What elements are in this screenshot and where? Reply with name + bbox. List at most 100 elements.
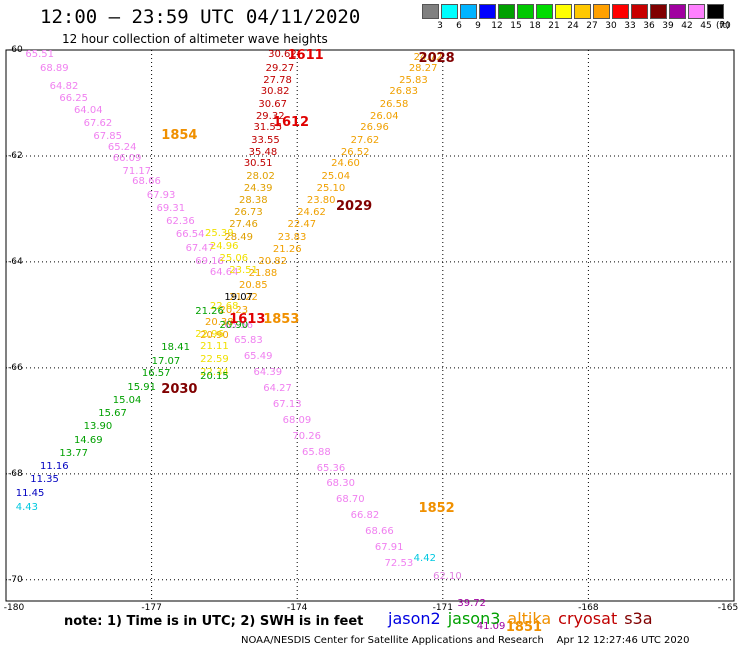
page-title: 12:00 – 23:59 UTC 04/11/2020: [40, 6, 361, 28]
wave-height-value: 22.47: [287, 219, 317, 231]
colorbar-swatch: [479, 4, 496, 19]
wave-height-value: 28.49: [224, 231, 254, 243]
wave-height-value: 4.42: [413, 552, 436, 564]
wave-height-value: 15.91: [127, 382, 156, 394]
wave-height-value: 66.82: [350, 510, 380, 522]
wave-height-value: 67.62: [83, 118, 113, 130]
wave-height-value: 16.57: [141, 368, 171, 380]
wave-height-value: 20.38: [204, 316, 234, 328]
wave-height-value: 27.78: [263, 74, 292, 86]
colorbar-swatch: [422, 4, 439, 19]
colorbar-swatch: [536, 4, 553, 19]
wave-height-value: 22.68: [209, 300, 239, 312]
colorbar-swatch: [574, 4, 591, 19]
wave-height-value: 68.89: [39, 62, 69, 74]
wave-height-value: 39.72: [457, 597, 486, 609]
wave-height-value: 64.27: [263, 383, 292, 395]
latitude-label: -66: [8, 362, 23, 373]
latitude-label: -64: [8, 256, 23, 267]
colorbar-tick-label: 18: [529, 21, 541, 31]
wave-height-value: 68.30: [326, 478, 355, 490]
colorbar-swatch: [517, 4, 534, 19]
wave-height-value: 22.34: [200, 367, 229, 379]
wave-height-value: 68.66: [132, 176, 161, 188]
pass-time-label: 1853: [263, 311, 300, 327]
colorbar-tick-label: 3: [437, 21, 443, 31]
wave-height-value: 19.07: [224, 291, 254, 303]
wave-height-value: 25.04: [321, 170, 351, 182]
wave-height-value: 20.23: [219, 304, 249, 316]
wave-height-value: 30.82: [260, 86, 290, 98]
wave-height-value: 64.82: [49, 81, 79, 93]
wave-height-value: 26.58: [379, 98, 409, 110]
wave-height-value: 29.32: [255, 110, 285, 122]
pass-time-label: 1851: [505, 620, 543, 636]
pass-time-label: 1611: [287, 48, 324, 64]
wave-height-value: 67.93: [146, 189, 176, 201]
colorbar-tick-label: 9: [475, 21, 481, 31]
latitude-label: -70: [8, 574, 23, 585]
wave-height-value: 64.39: [253, 367, 283, 379]
colorbar-swatch: [612, 4, 629, 19]
colorbar-swatch: [688, 4, 705, 19]
wave-height-value: 4.43: [15, 502, 38, 514]
wave-height-value: 24.62: [297, 207, 326, 219]
colorbar-swatch: [498, 4, 515, 19]
wave-height-value: 71.17: [122, 165, 152, 177]
wave-height-value: 65.56: [224, 319, 254, 331]
wave-height-value: 64.64: [209, 266, 239, 278]
colorbar-swatch: [631, 4, 648, 19]
longitude-label: -180: [3, 603, 25, 613]
legend-jason3: jason3: [447, 609, 501, 628]
wave-height-value: 11.35: [30, 474, 59, 486]
wave-height-value: 14.69: [73, 434, 103, 446]
longitude-label: -165: [717, 603, 739, 613]
wave-height-value: 25.39: [204, 227, 234, 239]
wave-height-value: 41.09: [476, 621, 506, 633]
colorbar-tick-label: 36: [643, 21, 655, 31]
longitude-label: -174: [286, 603, 308, 613]
wave-height-value: 18.41: [161, 342, 190, 354]
wave-height-value: 15.04: [112, 394, 142, 406]
wave-height-value: 66.54: [175, 229, 205, 241]
wave-height-value: 68.66: [365, 526, 394, 538]
colorbar-tick-label: 45: [700, 21, 712, 31]
legend-jason2: jason2: [388, 609, 441, 628]
longitude-label: -168: [578, 603, 599, 613]
colorbar-tick-label: 33: [624, 21, 636, 31]
wave-height-value: 25.06: [219, 253, 249, 265]
colorbar-swatch: [441, 4, 458, 19]
colorbar-tick-label: 70: [719, 21, 731, 31]
wave-height-value: 69.16: [195, 255, 224, 267]
wave-height-value: 68.70: [336, 494, 365, 506]
wave-height-value: 15.67: [98, 407, 127, 419]
wave-height-value: 17.07: [151, 355, 181, 367]
wave-height-value: 67.85: [93, 131, 122, 143]
satellite-legend: jason2 jason3 altika cryosat s3a: [388, 609, 660, 628]
pass-time-label: 2029: [336, 199, 373, 215]
wave-height-value: 72.53: [384, 557, 414, 569]
wave-height-value: 23.51: [229, 265, 258, 277]
wave-height-value: 21.26: [272, 243, 302, 255]
wave-height-value: 22.59: [200, 353, 229, 365]
wave-height-value: 64.04: [73, 104, 103, 116]
wave-height-value: 27.62: [350, 134, 380, 146]
colorbar-swatch: [669, 4, 686, 19]
pass-time-label: 1852: [418, 501, 455, 517]
wave-height-value: 13.77: [59, 448, 89, 460]
pass-time-label: 1854: [161, 127, 198, 143]
wave-height-value: 35.48: [248, 146, 278, 158]
wave-height-value: 67.91: [374, 542, 404, 554]
wave-height-value: 24.96: [209, 241, 239, 253]
wave-height-value: 30.67: [258, 98, 287, 110]
colorbar-swatch: [650, 4, 667, 19]
colorbar-swatch: [460, 4, 477, 19]
colorbar-tick-label: 39: [662, 21, 674, 31]
colorbar-tick-label: 42: [681, 21, 693, 31]
map-border: [5, 49, 735, 602]
latitude-label: -68: [8, 468, 23, 479]
colorbar-unit: (ft): [716, 21, 730, 31]
wave-height-value: 67.13: [272, 398, 302, 410]
wave-height-value: 24.39: [243, 182, 273, 194]
wave-height-value: 24.72: [413, 51, 443, 63]
